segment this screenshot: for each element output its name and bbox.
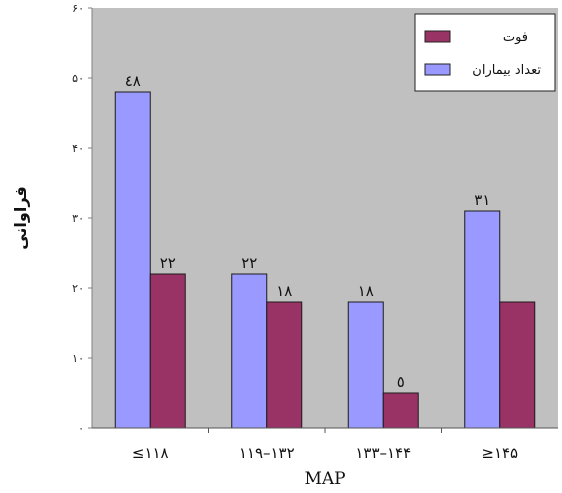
legend: فوت تعداد بیماران [415,14,555,91]
legend-label-deaths: فوت [503,30,528,45]
legend-box [415,14,555,91]
bar-value-label: ٢٢ [241,254,257,272]
legend-swatch-patients [425,64,450,75]
bar-value-label: ٤٨ [125,72,141,90]
bar-patients [232,274,267,428]
bar-deaths [383,393,418,428]
x-axis-title: MAP [304,469,345,489]
y-tick-label: ۵۰ [72,72,84,85]
x-tick-label: ≤۱۱۸ [132,444,169,462]
bar-deaths [500,302,535,428]
bar-value-label: ٢٢ [160,254,176,272]
y-axis-title: فراوانی [11,186,30,250]
bar-value-label: ٣١ [474,191,490,209]
y-tick-label: ۶۰ [72,2,84,15]
bar-deaths [267,302,302,428]
y-tick-label: ۰ [78,422,84,435]
bar-value-label: ١٨ [276,282,292,300]
bar-patients [115,92,150,428]
bar-patients [465,211,500,428]
x-tick-label: ۱۱۹–۱۳۲ [239,444,295,462]
legend-label-patients: تعداد بیماران [472,63,541,78]
y-tick-label: ۱۰ [72,352,84,365]
x-tick-label: ≥۱۴۵ [481,444,518,462]
y-tick-label: ۴۰ [72,142,84,155]
x-tick-label: ۱۳۳–۱۴۴ [355,444,411,462]
bar-value-label: ٥ [397,373,405,391]
bar-deaths [150,274,185,428]
y-tick-label: ۳۰ [72,212,84,225]
legend-swatch-deaths [425,31,450,42]
bar-patients [348,302,383,428]
bar-value-label: ١٨ [358,282,374,300]
y-tick-label: ۲۰ [72,282,84,295]
